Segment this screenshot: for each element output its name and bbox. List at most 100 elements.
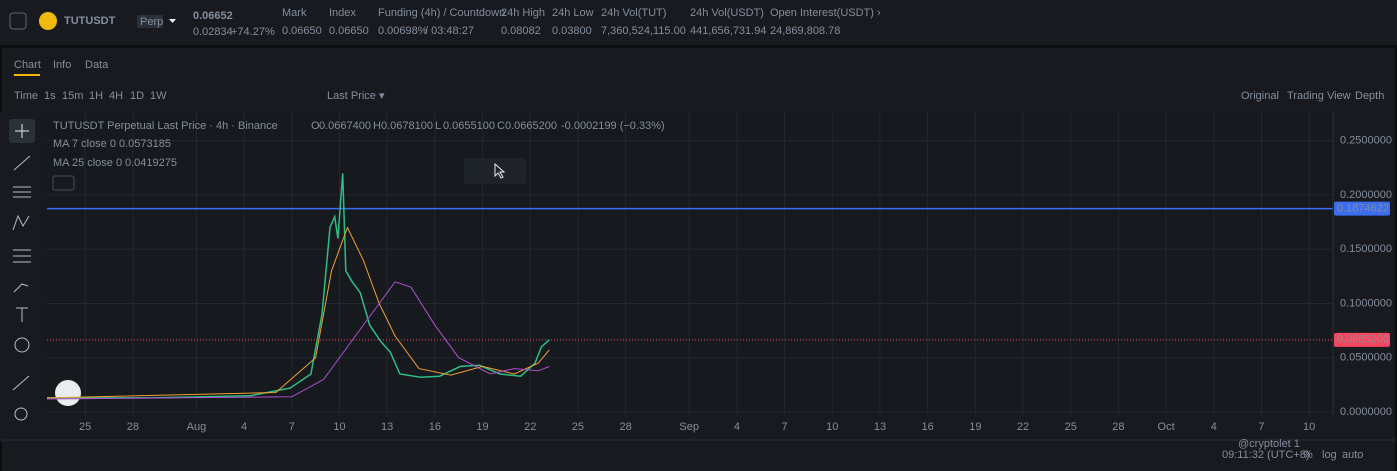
view-option[interactable]: Original bbox=[1241, 90, 1279, 102]
badge: Perp bbox=[140, 16, 163, 28]
ma-label: MA 25 close 0 bbox=[53, 157, 122, 169]
tool-icons bbox=[12, 155, 31, 421]
x-tick-label: 4 bbox=[241, 421, 247, 433]
ma-value: 0.0419275 bbox=[125, 157, 177, 169]
x-tick-label: Oct bbox=[1158, 421, 1175, 433]
x-tick-label: 28 bbox=[619, 421, 631, 433]
y-tick-label: 0.0000000 bbox=[1340, 406, 1392, 418]
x-tick-label: 4 bbox=[1211, 421, 1217, 433]
ma-line bbox=[46, 281, 550, 400]
stat-extra: / 03:48:27 bbox=[425, 25, 474, 37]
time: 09:11:32 (UTC+8) bbox=[1222, 449, 1310, 461]
x-tick-label: 28 bbox=[127, 421, 139, 433]
tab-underline bbox=[14, 74, 40, 76]
x-tick-label: 25 bbox=[572, 421, 584, 433]
stat-label: Open Interest(USDT) › bbox=[770, 7, 881, 19]
interval[interactable]: 15m bbox=[62, 90, 83, 102]
legend-title: TUTUSDT Perpetual Last Price · 4h · Bina… bbox=[53, 120, 278, 132]
header-bar bbox=[0, 0, 1397, 45]
stat-label: 24h Vol(TUT) bbox=[601, 7, 666, 19]
ohlc-key: L bbox=[435, 120, 441, 132]
ohlc-value: 0.0655100 bbox=[443, 120, 495, 132]
stat-label: Funding (4h) / Countdown bbox=[378, 7, 505, 19]
x-tick-label: 10 bbox=[826, 421, 838, 433]
change: 0.02834 bbox=[193, 26, 233, 38]
plot bbox=[46, 112, 1333, 415]
interval[interactable]: 4H bbox=[109, 90, 123, 102]
x-tick-label: Aug bbox=[187, 421, 207, 433]
price-tag-label: 0.1874622 bbox=[1337, 202, 1389, 214]
ohlc-key: H bbox=[373, 120, 381, 132]
favorite-button[interactable] bbox=[9, 12, 27, 30]
stat-value: 24,869,808.78 bbox=[770, 25, 840, 37]
x-tick-label: 22 bbox=[524, 421, 536, 433]
drawing-toolbar bbox=[0, 112, 40, 442]
price-tag bbox=[1334, 332, 1390, 347]
stat-value: 0.06650 bbox=[282, 25, 322, 37]
ma-line bbox=[46, 226, 550, 399]
interval[interactable]: 1D bbox=[130, 90, 144, 102]
price-tag bbox=[1334, 201, 1390, 216]
x-tick-label: 7 bbox=[289, 421, 295, 433]
tab[interactable]: Info bbox=[53, 59, 71, 71]
ohlc-key: C bbox=[497, 120, 505, 132]
interval: Time bbox=[14, 90, 38, 102]
x-tick-label: 25 bbox=[1065, 421, 1077, 433]
tab[interactable]: Data bbox=[85, 59, 109, 71]
interval[interactable]: 1W bbox=[150, 90, 167, 102]
y-tick-label: 0.1500000 bbox=[1340, 243, 1392, 255]
stat-value: 0.00698% bbox=[378, 25, 428, 37]
stat-value: 7,360,524,115.00 bbox=[601, 25, 686, 37]
x-tick-label: 13 bbox=[381, 421, 393, 433]
symbol: TUTUSDT bbox=[64, 15, 116, 27]
x-tick-label: 16 bbox=[429, 421, 441, 433]
x-tick-label: 10 bbox=[1303, 421, 1315, 433]
change-pct: +74.27% bbox=[231, 26, 275, 38]
stat-value: 0.08082 bbox=[501, 25, 541, 37]
tv-logo bbox=[55, 380, 81, 406]
tab[interactable]: Chart bbox=[14, 59, 41, 71]
x-tick-label: 13 bbox=[874, 421, 886, 433]
x-tick-label: 19 bbox=[969, 421, 981, 433]
cursor-icon[interactable] bbox=[494, 162, 506, 179]
ma-label: MA 7 close 0 bbox=[53, 138, 116, 150]
ohlc-key: O bbox=[311, 120, 320, 132]
price-type[interactable]: Last Price ▾ bbox=[327, 90, 385, 102]
x-tick-label: 16 bbox=[922, 421, 934, 433]
x-tick-label: 22 bbox=[1017, 421, 1029, 433]
stat-label: Index bbox=[329, 7, 356, 19]
stat-label: 24h High bbox=[501, 7, 545, 19]
x-tick-label: 28 bbox=[1112, 421, 1124, 433]
x-tick-label: 7 bbox=[782, 421, 788, 433]
ohlc-value: 0.0667400 bbox=[319, 120, 371, 132]
view-option[interactable]: Trading View bbox=[1287, 90, 1351, 102]
legend-change: -0.0002199 (−0.33%) bbox=[561, 120, 665, 132]
badge-bg bbox=[137, 15, 163, 28]
y-tick-label: 0.1000000 bbox=[1340, 297, 1392, 309]
view-option[interactable]: Depth bbox=[1355, 90, 1384, 102]
interval[interactable]: 1H bbox=[89, 90, 103, 102]
x-tick-label: 7 bbox=[1258, 421, 1264, 433]
interval[interactable]: 1s bbox=[44, 90, 56, 102]
stat-label: 24h Low bbox=[552, 7, 594, 19]
dropdown-icon[interactable] bbox=[169, 19, 176, 23]
coin-icon bbox=[39, 12, 57, 30]
x-tick-label: 19 bbox=[476, 421, 488, 433]
last-price: 0.06652 bbox=[193, 10, 233, 22]
x-tick-label: 10 bbox=[333, 421, 345, 433]
x-tick-label: 25 bbox=[79, 421, 91, 433]
stat-label: 24h Vol(USDT) bbox=[690, 7, 764, 19]
ohlc-value: 0.0678100 bbox=[381, 120, 433, 132]
auto-toggle[interactable]: auto bbox=[1342, 449, 1363, 461]
log-toggle[interactable]: log bbox=[1322, 449, 1337, 461]
stat-value: 441,656,731.94 bbox=[690, 25, 766, 37]
collapse-button[interactable] bbox=[52, 175, 75, 191]
ohlc-value: 0.0665200 bbox=[505, 120, 557, 132]
stat-label: Mark bbox=[282, 7, 307, 19]
stat-value: 0.03800 bbox=[552, 25, 592, 37]
stat-value: 0.06650 bbox=[329, 25, 369, 37]
watermark: @cryptolet 1 bbox=[1238, 438, 1300, 450]
pct-toggle[interactable]: % bbox=[1303, 449, 1313, 461]
price-tag-label: 0.0665200 bbox=[1337, 334, 1389, 346]
